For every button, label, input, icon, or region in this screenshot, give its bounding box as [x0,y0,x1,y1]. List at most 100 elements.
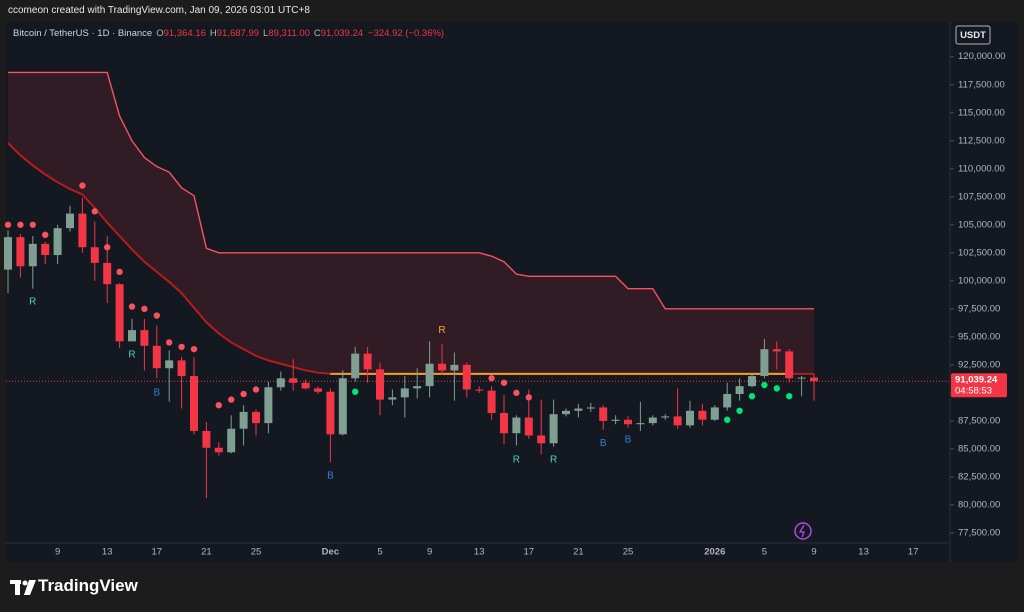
signal-dot [228,396,235,403]
candle-body [41,243,50,256]
signal-dot [525,394,532,401]
signal-dot [79,182,86,189]
x-tick-label: 21 [201,547,212,558]
candle-body [438,363,446,371]
signal-dot [141,305,148,313]
signal-label: R [513,455,520,466]
candle-body [586,407,595,409]
candle-body [524,417,533,436]
chart-background [6,22,1018,562]
y-tick-label: 92,500.00 [958,359,1000,370]
signal-dot [91,208,99,215]
candle-body [648,417,657,424]
alert-icon[interactable] [794,522,812,540]
candle-body [351,353,360,379]
y-tick-label: 100,000.00 [958,275,1006,286]
candle-body [66,213,74,229]
candle-body [500,413,508,434]
signal-dot [17,221,24,228]
signal-label: R [128,349,135,360]
y-tick-label: 112,500.00 [958,135,1005,146]
candle-body [772,349,781,352]
x-tick-label: 21 [573,547,584,558]
candle-body [450,364,459,371]
signal-dot [153,312,160,319]
y-tick-label: 115,000.00 [958,107,1005,118]
signal-dot [488,375,495,382]
signal-label: R [550,455,557,466]
x-tick-label: 9 [55,547,60,558]
signal-label: B [153,388,160,399]
signal-dot [773,385,780,392]
candle-body [661,416,670,418]
ohlc-key: C [313,28,321,39]
candle-body [227,428,236,453]
x-tick-label: 9 [811,547,816,558]
candle-body [314,388,322,392]
brand-logo [10,580,36,595]
candle-body [462,364,471,390]
candle-body [177,360,186,377]
x-tick-label: 9 [427,547,432,558]
x-tick-label: 17 [524,547,535,558]
y-tick-label: 82,500.00 [958,471,1000,482]
candle-body [785,351,794,379]
candle-body [735,386,744,394]
signal-dot [166,339,173,346]
x-tick-label: 25 [251,547,262,558]
signal-dot [724,416,731,423]
x-tick-label: 17 [908,547,919,558]
candle-body [574,408,583,411]
x-tick-label: 13 [102,547,113,558]
candle-body [487,390,496,414]
ohlc-key: O [156,28,164,39]
candle-body [760,349,769,377]
y-tick-label: 120,000.00 [958,51,1006,62]
signal-dot [761,381,768,389]
ohlc-value: 91,039.24 [320,28,364,39]
candle-body [673,416,682,426]
y-tick-label: 105,000.00 [958,219,1006,230]
candle-body [723,393,732,408]
candle-body [562,410,570,415]
x-tick-label: 5 [377,547,382,558]
candle-body [28,243,37,267]
candle-body [686,410,694,426]
currency-box[interactable] [955,25,991,45]
ohlc-value: 89,311.00 [268,28,310,39]
signal-dot [736,407,743,414]
signal-dot [190,345,198,353]
signal-dot [786,393,793,400]
signal-label: B [327,470,334,481]
alert-icon-bolt [798,524,805,538]
candle-body [264,387,273,424]
candle-body [214,447,223,453]
x-tick-label: 17 [152,547,163,558]
candle-body [165,360,174,369]
signal-dot [116,268,123,276]
candle-body [636,423,645,425]
ohlc-value: 91,687.99 [216,28,260,39]
share-header: ccomeon created with TradingView.com, Ja… [0,0,1024,22]
candle-body [152,345,161,369]
y-tick-label: 97,500.00 [958,303,1000,314]
signal-dot [352,388,359,395]
candle-body [549,414,558,444]
y-tick-label: 117,500.00 [958,79,1005,90]
signal-dot [252,386,260,393]
y-tick-label: 85,000.00 [958,443,1000,454]
countdown: 04:58:53 [955,386,992,397]
candle-body [202,430,211,448]
y-tick-label: 102,500.00 [958,247,1006,258]
candle-body [90,247,99,263]
candle-body [190,376,198,431]
signal-dot [178,343,185,351]
signal-dot [42,231,49,239]
band-fill [8,72,814,374]
signal-dot [500,379,508,386]
signal-dot [4,221,12,228]
ohlc-key: H [209,28,217,39]
signal-dot [215,401,222,409]
candle-body [115,284,124,342]
